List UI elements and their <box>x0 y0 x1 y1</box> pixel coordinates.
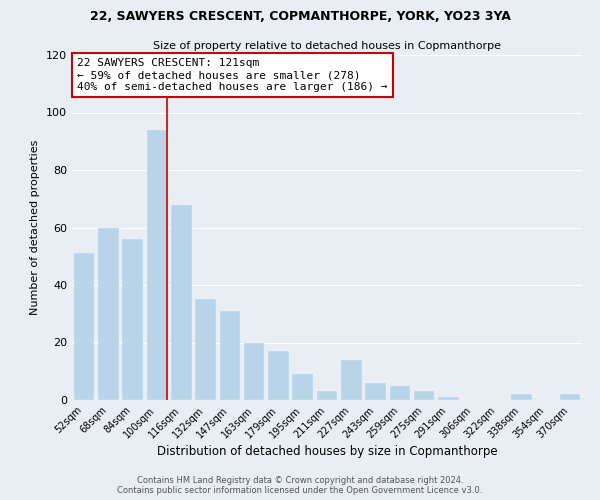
Bar <box>244 342 265 400</box>
X-axis label: Distribution of detached houses by size in Copmanthorpe: Distribution of detached houses by size … <box>157 446 497 458</box>
Text: 22, SAWYERS CRESCENT, COPMANTHORPE, YORK, YO23 3YA: 22, SAWYERS CRESCENT, COPMANTHORPE, YORK… <box>89 10 511 23</box>
Bar <box>74 254 94 400</box>
Bar <box>511 394 532 400</box>
Bar <box>292 374 313 400</box>
Y-axis label: Number of detached properties: Number of detached properties <box>31 140 40 315</box>
Bar <box>414 392 434 400</box>
Title: Size of property relative to detached houses in Copmanthorpe: Size of property relative to detached ho… <box>153 42 501 51</box>
Bar <box>365 383 386 400</box>
Bar <box>438 397 459 400</box>
Bar <box>341 360 362 400</box>
Bar <box>268 351 289 400</box>
Bar <box>146 130 167 400</box>
Text: 22 SAWYERS CRESCENT: 121sqm
← 59% of detached houses are smaller (278)
40% of se: 22 SAWYERS CRESCENT: 121sqm ← 59% of det… <box>77 58 388 92</box>
Bar <box>560 394 580 400</box>
Bar <box>195 300 216 400</box>
Text: Contains HM Land Registry data © Crown copyright and database right 2024.
Contai: Contains HM Land Registry data © Crown c… <box>118 476 482 495</box>
Bar <box>98 228 119 400</box>
Bar <box>171 204 191 400</box>
Bar <box>317 392 337 400</box>
Bar <box>220 311 240 400</box>
Bar <box>389 386 410 400</box>
Bar <box>122 239 143 400</box>
